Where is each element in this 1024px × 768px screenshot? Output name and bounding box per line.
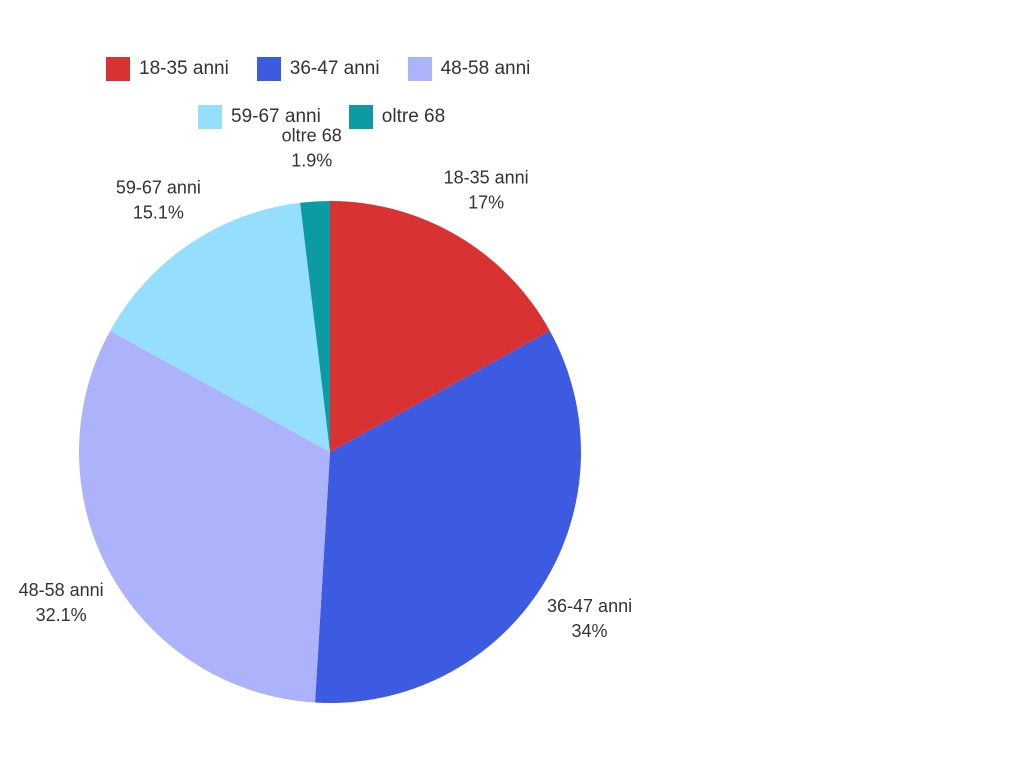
slice-label: 36-47 anni 34% (547, 596, 632, 641)
legend-item-59-67[interactable]: 59-67 anni (198, 105, 321, 129)
legend-swatch (106, 57, 130, 81)
slice-category-label: 36-47 anni (547, 596, 632, 616)
slice-label: 48-58 anni 32.1% (19, 580, 104, 625)
slice-value-label: 17% (468, 193, 504, 213)
legend-item-18-35[interactable]: 18-35 anni (106, 57, 229, 81)
legend-label: 18-35 anni (139, 58, 229, 79)
pie-slice-oltre-68[interactable] (300, 201, 330, 452)
pie-slices (78, 201, 581, 704)
legend-item-48-58[interactable]: 48-58 anni (407, 57, 531, 81)
legend-item-36-47[interactable]: 36-47 anni (256, 57, 380, 81)
slice-category-label: oltre 68 (282, 126, 342, 146)
legend-row-2: 59-67 anni oltre 68 (198, 105, 445, 129)
slice-label: 18-35 anni 17% (444, 168, 529, 213)
slice-category-label: 18-35 anni (444, 168, 529, 188)
slice-label: oltre 68 1.9% (282, 126, 342, 171)
legend-swatch (256, 57, 281, 81)
pie-slice-36-47-anni[interactable] (315, 330, 581, 704)
pie-slice-59-67-anni[interactable] (110, 202, 330, 452)
pie-slice-18-35-anni[interactable] (330, 201, 550, 452)
slice-value-label: 34% (572, 621, 608, 641)
slice-labels: 18-35 anni 17% 36-47 anni 34% 48-58 anni 32.1… (19, 126, 633, 641)
slice-category-label: 48-58 anni (19, 580, 104, 600)
legend-label: 48-58 anni (440, 58, 531, 79)
slice-value-label: 15.1% (133, 202, 184, 222)
pie-slice-48-58-anni[interactable] (78, 330, 330, 703)
legend-item-oltre-68[interactable]: oltre 68 (348, 105, 446, 129)
legend-label: 36-47 anni (289, 58, 380, 79)
slice-category-label: 59-67 anni (116, 177, 201, 197)
legend-label: 59-67 anni (231, 106, 321, 127)
legend-swatch (198, 105, 222, 129)
slice-value-label: 1.9% (291, 151, 332, 171)
legend-swatch (348, 105, 373, 129)
legend-swatch (407, 57, 432, 81)
legend-row-1: 18-35 anni 36-47 anni 48-58 anni (106, 57, 530, 81)
slice-value-label: 32.1% (36, 605, 87, 625)
slice-label: 59-67 anni 15.1% (116, 177, 201, 222)
legend-label: oltre 68 (381, 106, 446, 127)
